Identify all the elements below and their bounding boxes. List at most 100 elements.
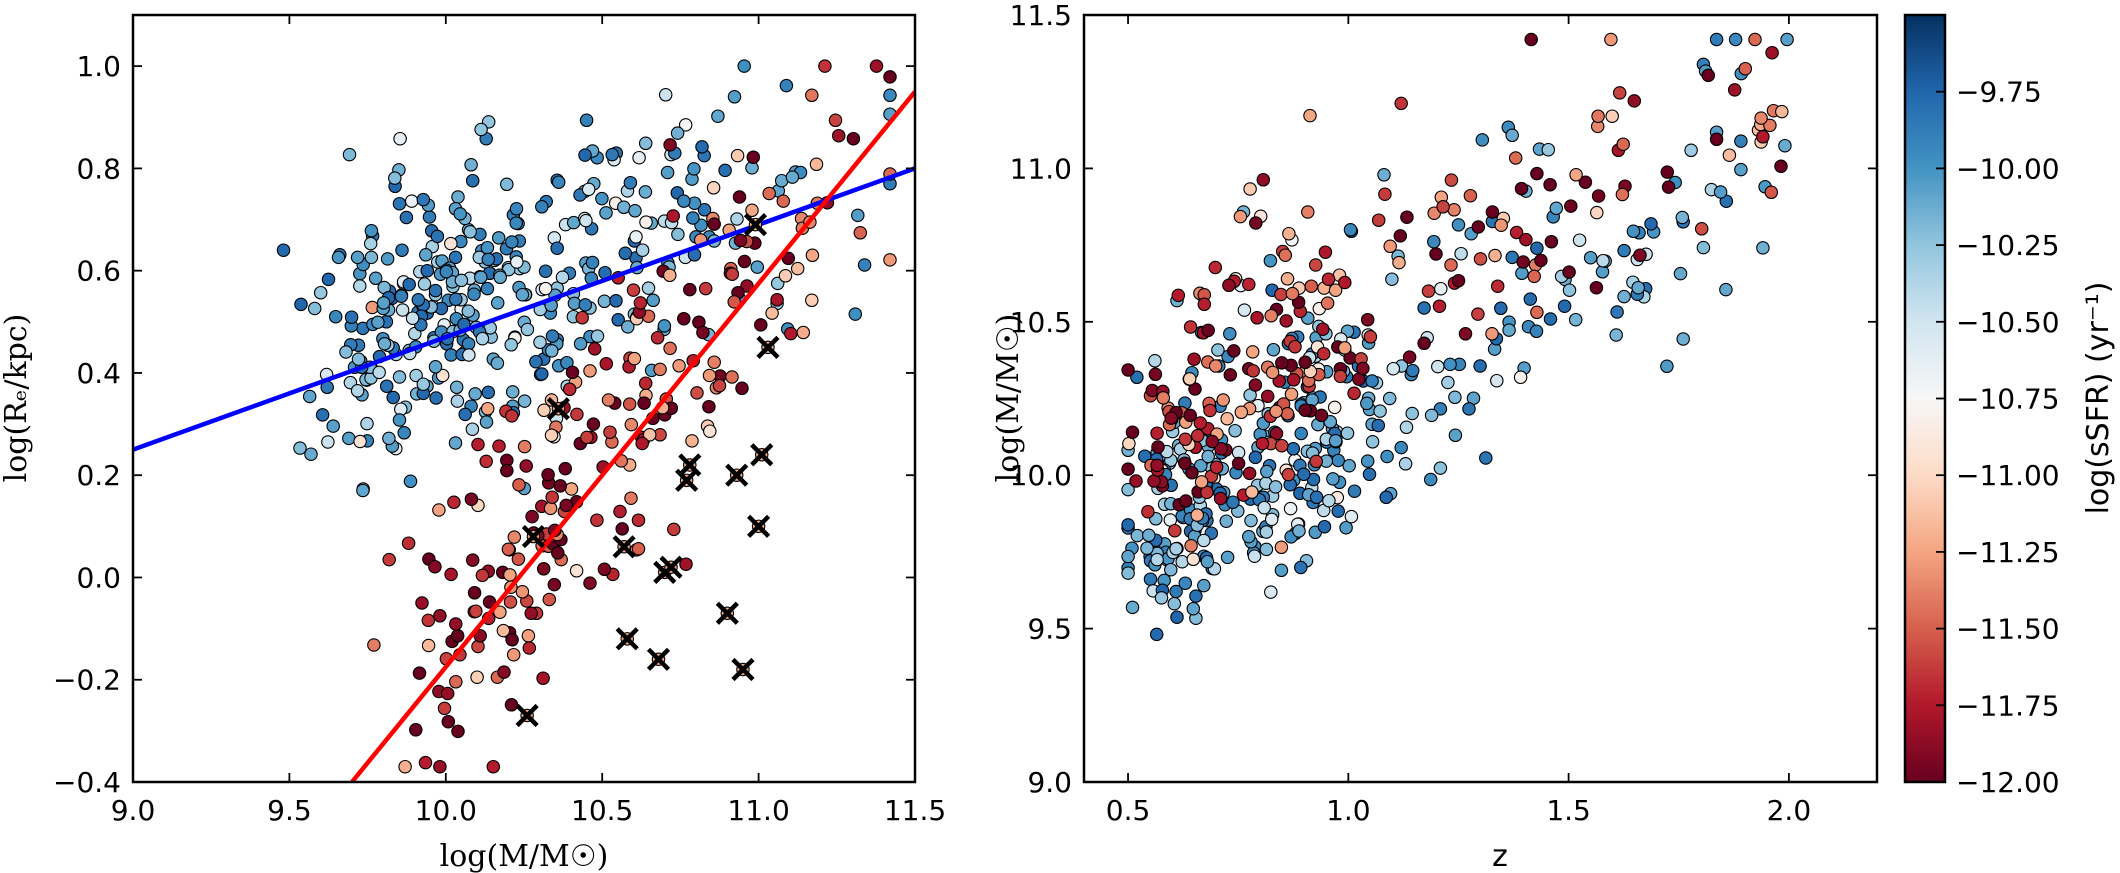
galaxy-point	[481, 385, 496, 400]
galaxy-point	[510, 255, 524, 269]
galaxy-point	[1318, 245, 1333, 259]
galaxy-point	[469, 604, 483, 618]
galaxy-point	[353, 434, 367, 449]
galaxy-point	[687, 162, 701, 176]
galaxy-point	[1508, 151, 1523, 165]
galaxy-point	[785, 170, 800, 184]
galaxy-point	[1490, 279, 1505, 293]
galaxy-point	[711, 109, 725, 123]
galaxy-point	[449, 380, 464, 395]
galaxy-point	[601, 393, 616, 407]
galaxy-point	[1154, 591, 1169, 605]
galaxy-point	[670, 126, 685, 140]
galaxy-point	[422, 210, 437, 224]
galaxy-point	[1274, 540, 1289, 555]
galaxy-point	[1432, 299, 1447, 313]
galaxy-point	[1331, 504, 1345, 518]
galaxy-point	[1226, 495, 1240, 509]
galaxy-point	[1448, 428, 1463, 443]
galaxy-point	[770, 293, 784, 307]
galaxy-point	[1494, 301, 1508, 316]
galaxy-point	[1219, 514, 1234, 528]
galaxy-point	[1765, 45, 1779, 60]
galaxy-point	[621, 320, 635, 334]
galaxy-point	[663, 138, 677, 152]
galaxy-point	[1360, 312, 1375, 327]
galaxy-point	[1340, 426, 1355, 440]
galaxy-point	[474, 270, 488, 285]
galaxy-point	[1562, 265, 1576, 279]
galaxy-point	[740, 279, 754, 293]
galaxy-point	[686, 211, 700, 225]
galaxy-point	[1283, 501, 1298, 516]
galaxy-point	[1328, 434, 1343, 448]
galaxy-point	[605, 147, 619, 162]
galaxy-point	[541, 467, 555, 482]
galaxy-point	[1463, 188, 1478, 203]
galaxy-point	[505, 409, 519, 423]
galaxy-point	[1149, 627, 1164, 642]
galaxy-point	[1282, 226, 1296, 241]
galaxy-point	[706, 181, 721, 195]
galaxy-point	[635, 436, 649, 451]
crossed-galaxy-marker	[646, 647, 671, 671]
galaxy-point	[403, 474, 418, 489]
galaxy-point	[1244, 513, 1258, 528]
galaxy-point	[1242, 277, 1256, 292]
galaxy-point	[1754, 111, 1768, 125]
galaxy-point	[1748, 32, 1762, 47]
galaxy-point	[595, 191, 609, 206]
galaxy-point	[392, 370, 407, 384]
galaxy-point	[553, 479, 568, 493]
galaxy-point	[398, 759, 412, 774]
galaxy-point	[509, 216, 523, 230]
galaxy-point	[784, 326, 798, 341]
galaxy-point	[1458, 327, 1473, 341]
size-mass-x-tick-label: 10.0	[415, 794, 477, 827]
galaxy-point	[544, 428, 559, 443]
galaxy-point	[342, 147, 357, 162]
galaxy-point	[732, 190, 747, 204]
galaxy-point	[579, 213, 593, 228]
galaxy-point	[805, 88, 819, 103]
galaxy-point	[465, 553, 480, 567]
galaxy-point	[350, 384, 365, 398]
galaxy-point	[1150, 458, 1164, 473]
galaxy-point	[428, 283, 443, 298]
galaxy-point	[626, 283, 641, 297]
galaxy-point	[1569, 168, 1583, 182]
galaxy-point	[458, 407, 472, 422]
galaxy-point	[617, 200, 631, 215]
galaxy-point	[1378, 187, 1392, 201]
galaxy-point	[1320, 296, 1335, 310]
galaxy-point	[1421, 284, 1436, 298]
galaxy-point	[1778, 138, 1792, 153]
galaxy-point	[1441, 375, 1455, 390]
galaxy-point	[1121, 518, 1135, 532]
galaxy-point	[1362, 467, 1377, 482]
galaxy-point	[447, 495, 461, 510]
galaxy-point	[515, 585, 530, 599]
galaxy-point	[1448, 390, 1462, 405]
galaxy-point	[590, 329, 605, 343]
galaxy-point	[1150, 552, 1164, 567]
galaxy-point	[493, 605, 507, 619]
galaxy-point	[1433, 461, 1448, 475]
galaxy-point	[419, 248, 433, 262]
galaxy-point	[392, 196, 407, 211]
galaxy-point	[1509, 225, 1524, 240]
galaxy-point	[562, 382, 577, 397]
galaxy-point	[1213, 491, 1228, 506]
galaxy-point	[1130, 528, 1145, 543]
galaxy-point	[1564, 199, 1578, 213]
galaxy-point	[503, 568, 517, 582]
galaxy-point	[779, 78, 794, 93]
galaxy-point	[1143, 572, 1158, 586]
galaxy-point	[1264, 585, 1278, 599]
galaxy-point	[1121, 482, 1135, 497]
galaxy-point	[1250, 311, 1264, 325]
galaxy-point	[1727, 83, 1742, 97]
galaxy-point	[545, 329, 560, 343]
galaxy-point	[1301, 205, 1315, 219]
